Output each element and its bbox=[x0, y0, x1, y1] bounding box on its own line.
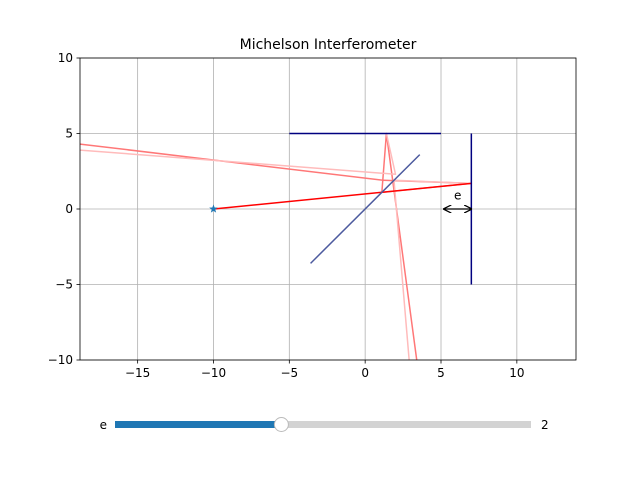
x-tick-label: 0 bbox=[361, 366, 369, 380]
slider-fill bbox=[115, 421, 282, 428]
y-tick-label: 10 bbox=[58, 51, 73, 65]
x-tick-label: −15 bbox=[125, 366, 150, 380]
y-tick-label: 5 bbox=[65, 127, 73, 141]
e-annotation-label: e bbox=[454, 188, 461, 202]
y-tick-label: −10 bbox=[48, 353, 73, 367]
plot-area: e −15 −10 −5 0 5 10 −10 −5 0 5 10 bbox=[48, 51, 577, 380]
incident-beam bbox=[213, 182, 472, 210]
x-tick-label: 10 bbox=[509, 366, 524, 380]
slider-track[interactable] bbox=[115, 421, 531, 428]
slider-label: e bbox=[100, 418, 107, 432]
y-tick-label: 0 bbox=[65, 202, 73, 216]
e-slider[interactable]: e 2 bbox=[100, 417, 549, 433]
slider-handle[interactable] bbox=[273, 417, 289, 432]
source-marker bbox=[209, 204, 218, 213]
x-tick-label: −10 bbox=[201, 366, 226, 380]
slider-value: 2 bbox=[541, 418, 549, 432]
x-tick-label: 5 bbox=[437, 366, 445, 380]
reflected-beam-3 bbox=[80, 133, 397, 176]
beam-splitter bbox=[310, 154, 421, 264]
chart-title: Michelson Interferometer bbox=[240, 37, 417, 53]
plot-data bbox=[80, 132, 473, 360]
x-tick-label: −5 bbox=[280, 366, 298, 380]
y-tick-label: −5 bbox=[55, 278, 73, 292]
